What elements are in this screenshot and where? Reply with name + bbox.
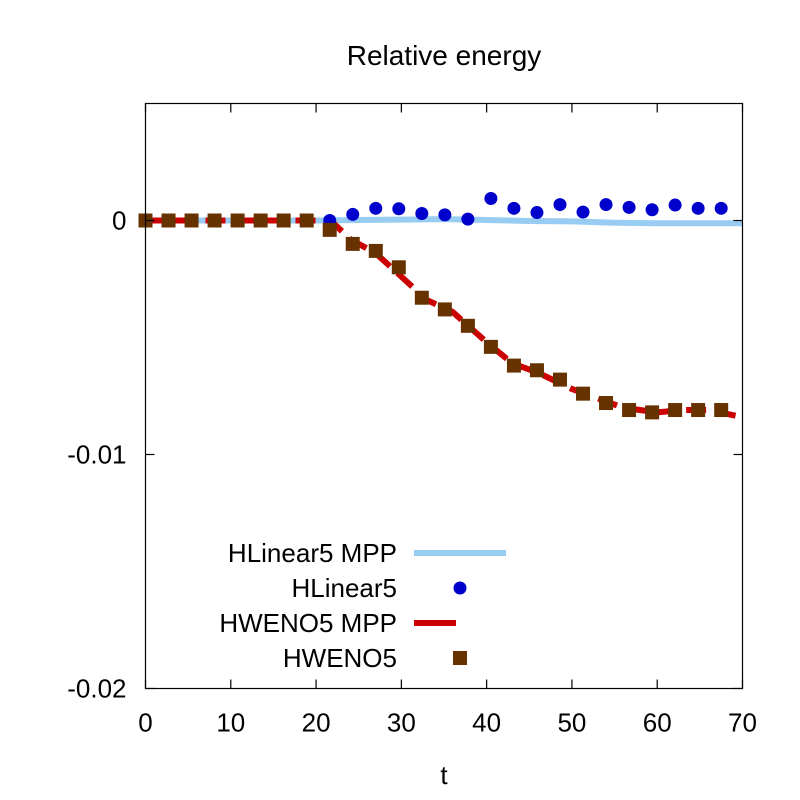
hweno5-point [483, 339, 498, 354]
hweno5-point [552, 372, 567, 387]
x-axis-label: t [440, 760, 448, 790]
hlinear5-point [346, 207, 360, 221]
x-tick-label: 70 [728, 708, 757, 738]
hweno5-point [161, 213, 176, 228]
hlinear5-point [599, 198, 613, 212]
hlinear5-point [530, 206, 544, 220]
hweno5-point [207, 213, 222, 228]
hweno5-point [506, 358, 521, 373]
hlinear5-point [369, 201, 383, 215]
hweno5-point [230, 213, 245, 228]
hweno5-point [276, 213, 291, 228]
hlinear5-point [668, 198, 682, 212]
hweno5-point [322, 222, 337, 237]
hlinear5-point [415, 206, 429, 220]
y-tick-label: -0.01 [67, 440, 126, 470]
hweno5-point [645, 405, 660, 420]
hweno5-point [714, 403, 729, 418]
legend-label-hlinear5: HLinear5 [291, 573, 397, 603]
hweno5-point [345, 236, 360, 251]
hlinear5-point [553, 198, 567, 212]
y-tick-label: 0 [112, 206, 126, 236]
legend-symbol-hlinear5 [453, 581, 467, 595]
x-tick-label: 20 [302, 708, 331, 738]
hlinear5-point [438, 208, 452, 222]
chart-title: Relative energy [347, 40, 542, 71]
hlinear5-point [392, 202, 406, 216]
plot-frame [144, 102, 744, 690]
x-tick-label: 60 [643, 708, 672, 738]
hweno5-point [253, 213, 268, 228]
hlinear5-point [714, 201, 728, 215]
x-tick-label: 40 [472, 708, 501, 738]
hlinear5-point [691, 201, 705, 215]
y-tick-label: -0.02 [67, 674, 126, 704]
hweno5-point [414, 290, 429, 305]
hweno5-point [391, 260, 406, 275]
hweno5-point [437, 302, 452, 317]
hlinear5-point [645, 203, 659, 217]
hlinear5-point [461, 212, 475, 226]
legend-label-hweno5: HWENO5 [283, 643, 397, 673]
hweno5-point [299, 213, 314, 228]
hweno5-point [529, 363, 544, 378]
hlinear5-point [622, 200, 636, 214]
hweno5-point [668, 403, 683, 418]
x-tick-label: 10 [216, 708, 245, 738]
hlinear5-mpp-line [145, 216, 743, 227]
hweno5-point [622, 403, 637, 418]
legend-label-hlinear5-mpp: HLinear5 MPP [228, 538, 397, 568]
series-layer [138, 192, 744, 421]
hweno5-point [460, 318, 475, 333]
legend: HLinear5 MPP HLinear5 HWENO5 MPP HWENO5 [219, 538, 506, 673]
hlinear5-point [507, 201, 521, 215]
hlinear5-point [576, 205, 590, 219]
hweno5-point [576, 386, 591, 401]
x-tick-label: 30 [387, 708, 416, 738]
x-tick-label: 50 [557, 708, 586, 738]
legend-label-hweno5-mpp: HWENO5 MPP [219, 608, 397, 638]
x-tick-label: 0 [138, 708, 152, 738]
hweno5-point [691, 403, 706, 418]
legend-symbol-hweno5 [453, 651, 467, 665]
hweno5-point [184, 213, 199, 228]
hweno5-point [599, 396, 614, 411]
hlinear5-point [484, 192, 498, 206]
hweno5-point [368, 243, 383, 258]
ticks-layer: 0 10 20 30 40 50 60 70 0 -0.01 -0.02 [67, 103, 757, 738]
